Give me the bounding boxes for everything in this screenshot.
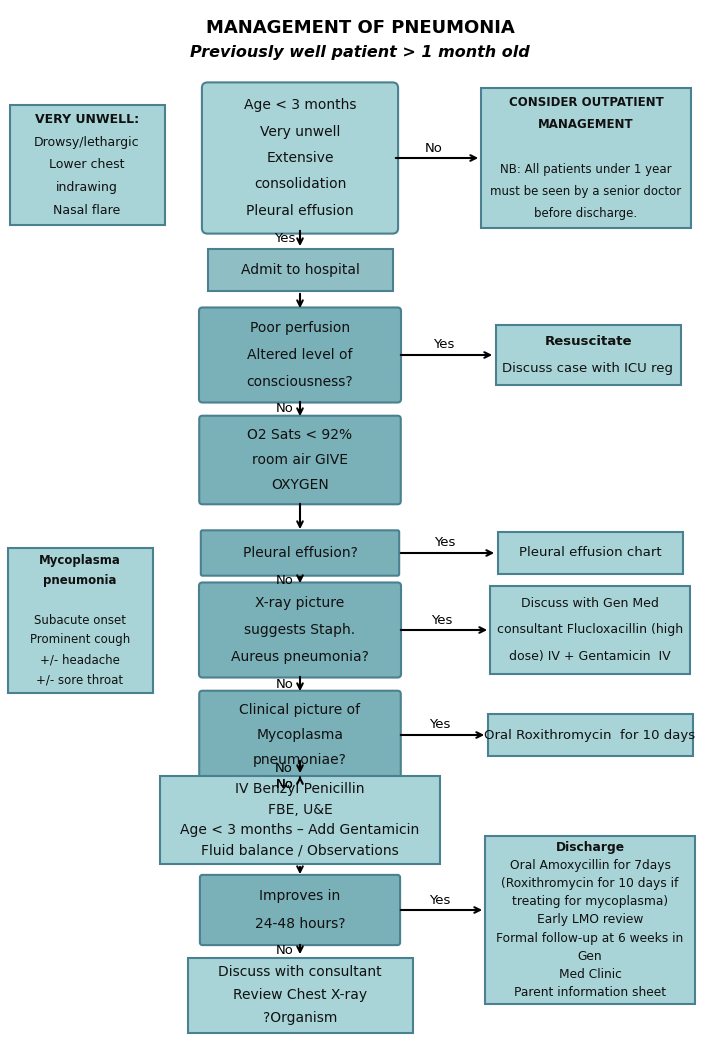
Text: Nasal flare: Nasal flare (53, 204, 121, 217)
Text: ?Organism: ?Organism (263, 1010, 337, 1025)
FancyBboxPatch shape (200, 875, 400, 945)
Text: O2 Sats < 92%: O2 Sats < 92% (248, 428, 353, 442)
Text: +/- headache: +/- headache (40, 653, 120, 666)
Text: MANAGEMENT: MANAGEMENT (538, 118, 634, 131)
Text: No: No (276, 779, 294, 792)
Text: Resuscitate: Resuscitate (544, 335, 631, 349)
Text: Pleural effusion: Pleural effusion (246, 204, 354, 218)
FancyBboxPatch shape (498, 532, 683, 574)
Text: pneumonia: pneumonia (43, 574, 117, 586)
Text: 24-48 hours?: 24-48 hours? (255, 917, 346, 931)
FancyBboxPatch shape (199, 416, 401, 505)
Text: must be seen by a senior doctor: must be seen by a senior doctor (490, 185, 682, 198)
FancyBboxPatch shape (490, 586, 690, 674)
Text: No: No (275, 761, 293, 775)
Text: Admit to hospital: Admit to hospital (240, 263, 359, 277)
Text: consultant Flucloxacillin (high: consultant Flucloxacillin (high (497, 624, 683, 637)
Text: Prominent cough: Prominent cough (30, 633, 130, 646)
Text: treating for mycoplasma): treating for mycoplasma) (512, 895, 668, 909)
FancyBboxPatch shape (487, 714, 693, 756)
Text: FBE, U&E: FBE, U&E (268, 803, 333, 817)
Text: Yes: Yes (434, 536, 456, 550)
Text: No: No (276, 943, 294, 957)
Text: Gen: Gen (577, 950, 603, 962)
Text: Med Clinic: Med Clinic (559, 967, 621, 981)
Text: suggests Staph.: suggests Staph. (244, 623, 356, 637)
Text: Formal follow-up at 6 weeks in: Formal follow-up at 6 weeks in (496, 932, 683, 944)
Text: OXYGEN: OXYGEN (271, 477, 329, 492)
Text: Improves in: Improves in (259, 889, 341, 903)
Text: Extensive: Extensive (266, 151, 334, 165)
FancyBboxPatch shape (485, 836, 695, 1004)
Text: +/- sore throat: +/- sore throat (37, 673, 124, 686)
Text: Yes: Yes (429, 718, 451, 732)
Text: indrawing: indrawing (56, 181, 118, 194)
Text: Clinical picture of: Clinical picture of (240, 704, 361, 717)
Text: Age < 3 months: Age < 3 months (244, 98, 356, 112)
Text: No: No (276, 779, 294, 792)
Text: No: No (425, 141, 443, 155)
Text: MANAGEMENT OF PNEUMONIA: MANAGEMENT OF PNEUMONIA (206, 19, 514, 37)
FancyBboxPatch shape (199, 582, 401, 677)
Text: Aureus pneumonia?: Aureus pneumonia? (231, 650, 369, 664)
Text: No: No (276, 402, 294, 416)
Text: Review Chest X-ray: Review Chest X-ray (233, 988, 367, 1002)
Text: NB: All patients under 1 year: NB: All patients under 1 year (500, 162, 672, 176)
FancyBboxPatch shape (481, 88, 691, 228)
Text: Yes: Yes (433, 338, 455, 352)
Text: CONSIDER OUTPATIENT: CONSIDER OUTPATIENT (508, 96, 663, 109)
Text: Mycoplasma: Mycoplasma (256, 728, 343, 742)
Text: consolidation: consolidation (254, 177, 346, 192)
Text: Yes: Yes (431, 614, 453, 626)
Text: Yes: Yes (429, 893, 451, 907)
FancyBboxPatch shape (9, 105, 164, 225)
FancyBboxPatch shape (201, 531, 399, 576)
Text: Fluid balance / Observations: Fluid balance / Observations (201, 844, 399, 857)
Text: Discuss case with ICU reg: Discuss case with ICU reg (503, 361, 673, 375)
Text: Oral Amoxycillin for 7days: Oral Amoxycillin for 7days (510, 860, 670, 872)
Text: No: No (276, 574, 294, 586)
Text: Parent information sheet: Parent information sheet (514, 986, 666, 999)
Text: Mycoplasma: Mycoplasma (39, 554, 121, 566)
Text: VERY UNWELL:: VERY UNWELL: (35, 113, 139, 127)
Text: Lower chest: Lower chest (49, 158, 125, 172)
Text: dose) IV + Gentamicin  IV: dose) IV + Gentamicin IV (509, 650, 671, 663)
Text: Pleural effusion?: Pleural effusion? (243, 545, 357, 560)
Text: Age < 3 months – Add Gentamicin: Age < 3 months – Add Gentamicin (181, 823, 420, 838)
Text: Subacute onset: Subacute onset (34, 614, 126, 626)
FancyBboxPatch shape (495, 325, 680, 385)
Text: Very unwell: Very unwell (260, 125, 340, 138)
Text: Discuss with consultant: Discuss with consultant (218, 965, 382, 979)
FancyBboxPatch shape (7, 548, 153, 692)
Text: Poor perfusion: Poor perfusion (250, 321, 350, 335)
FancyBboxPatch shape (202, 83, 398, 233)
Text: IV Benzyl Penicillin: IV Benzyl Penicillin (235, 782, 365, 797)
Text: Previously well patient > 1 month old: Previously well patient > 1 month old (190, 45, 530, 60)
Text: room air GIVE: room air GIVE (252, 453, 348, 467)
Text: Discharge: Discharge (555, 841, 624, 854)
Text: No: No (276, 677, 294, 691)
FancyBboxPatch shape (160, 776, 440, 864)
FancyBboxPatch shape (199, 691, 401, 779)
Text: (Roxithromycin for 10 days if: (Roxithromycin for 10 days if (501, 877, 679, 890)
FancyBboxPatch shape (187, 958, 413, 1032)
Text: Oral Roxithromycin  for 10 days: Oral Roxithromycin for 10 days (485, 729, 696, 741)
FancyBboxPatch shape (207, 249, 392, 291)
Text: Altered level of: Altered level of (247, 348, 353, 362)
Text: Discuss with Gen Med: Discuss with Gen Med (521, 597, 659, 609)
Text: Early LMO review: Early LMO review (537, 913, 643, 927)
Text: before discharge.: before discharge. (534, 207, 638, 220)
Text: X-ray picture: X-ray picture (256, 597, 345, 610)
Text: Drowsy/lethargic: Drowsy/lethargic (34, 136, 140, 149)
Text: Pleural effusion chart: Pleural effusion chart (518, 547, 661, 559)
Text: pneumoniae?: pneumoniae? (253, 753, 347, 766)
FancyBboxPatch shape (199, 308, 401, 402)
Text: consciousness?: consciousness? (247, 375, 354, 388)
Text: Yes: Yes (274, 231, 296, 245)
